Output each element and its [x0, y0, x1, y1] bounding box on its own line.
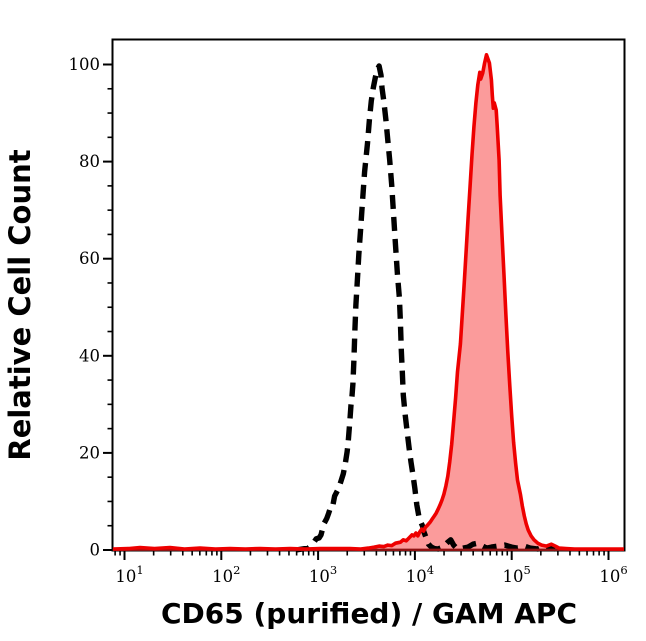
y-tick-label: 100 — [69, 55, 101, 74]
stained-histogram-fill — [112, 54, 625, 551]
stained-histogram-curve — [112, 53, 624, 551]
y-tick-label: 80 — [79, 152, 100, 171]
x-tick-label: 102 — [212, 563, 240, 586]
x-tick-label: 103 — [309, 563, 337, 586]
x-tick-label: 104 — [406, 563, 434, 586]
x-tick-label: 101 — [115, 563, 143, 586]
x-tick-label: 105 — [503, 563, 531, 586]
control-histogram-dashed-curve — [295, 63, 556, 553]
y-tick-label: 60 — [79, 249, 100, 268]
y-tick-label: 40 — [79, 346, 100, 365]
y-tick-label: 0 — [90, 541, 101, 560]
x-axis-title: CD65 (purified) / GAM APC — [161, 597, 577, 630]
y-tick-label: 20 — [79, 443, 100, 462]
plot-border — [111, 38, 626, 552]
y-axis-title: Relative Cell Count — [3, 149, 37, 460]
x-tick-label: 106 — [599, 563, 627, 586]
